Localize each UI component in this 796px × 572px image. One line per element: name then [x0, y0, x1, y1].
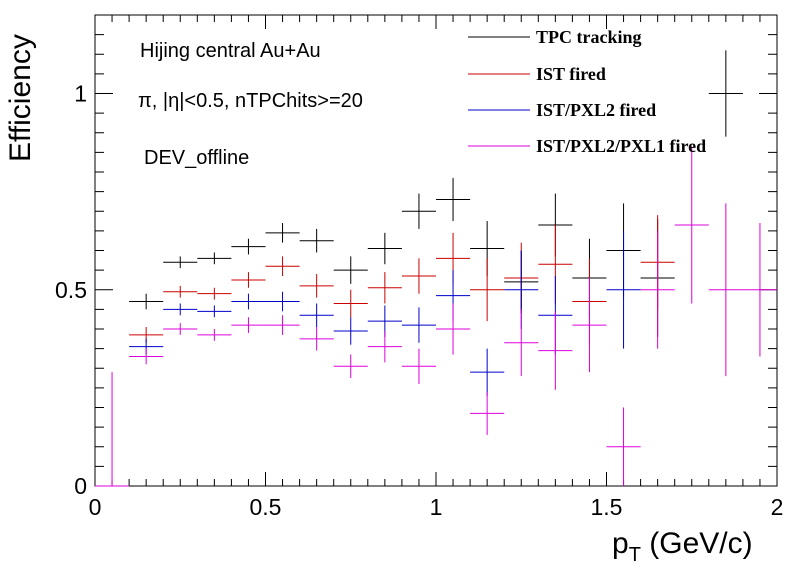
series-2: [129, 230, 641, 396]
axis-ticks: [94, 14, 778, 487]
y-axis-title: Efficiency: [4, 34, 37, 162]
x-tick-label: 2: [771, 494, 784, 520]
x-tick-label: 1: [430, 494, 443, 520]
x-axis-title-sub: T: [629, 544, 641, 566]
legend-label-ist: IST fired: [536, 64, 606, 84]
x-tick-label: 0.5: [250, 494, 282, 520]
x-axis-title: pT (GeV/c): [612, 527, 753, 566]
legend: TPC tracking IST fired IST/PXL2 fired IS…: [468, 27, 706, 156]
x-axis-title-main: p: [612, 527, 629, 560]
axis-tick-labels: 0 0.5 1 1.5 2 0 0.5 1: [55, 81, 783, 521]
y-tick-label: 0: [74, 473, 87, 499]
x-tick-label: 0: [89, 494, 102, 520]
y-tick-label: 1: [74, 81, 87, 107]
x-axis-title-rest: (GeV/c): [641, 527, 753, 560]
x-tick-label: 1.5: [591, 494, 623, 520]
legend-label-ist-pxl2: IST/PXL2 fired: [536, 100, 656, 120]
plot-frame: [94, 14, 778, 487]
annotation-cuts: π, |η|<0.5, nTPChits>=20: [138, 90, 363, 112]
series-3: [95, 146, 777, 487]
data-points: [95, 50, 777, 487]
legend-label-ist-pxl2-pxl1: IST/PXL2/PXL1 fired: [536, 136, 706, 156]
annotation-generator: Hijing central Au+Au: [140, 40, 321, 62]
y-tick-label: 0.5: [55, 277, 87, 303]
annotation-library: DEV_offline: [144, 147, 249, 169]
legend-label-tpc: TPC tracking: [536, 27, 642, 47]
